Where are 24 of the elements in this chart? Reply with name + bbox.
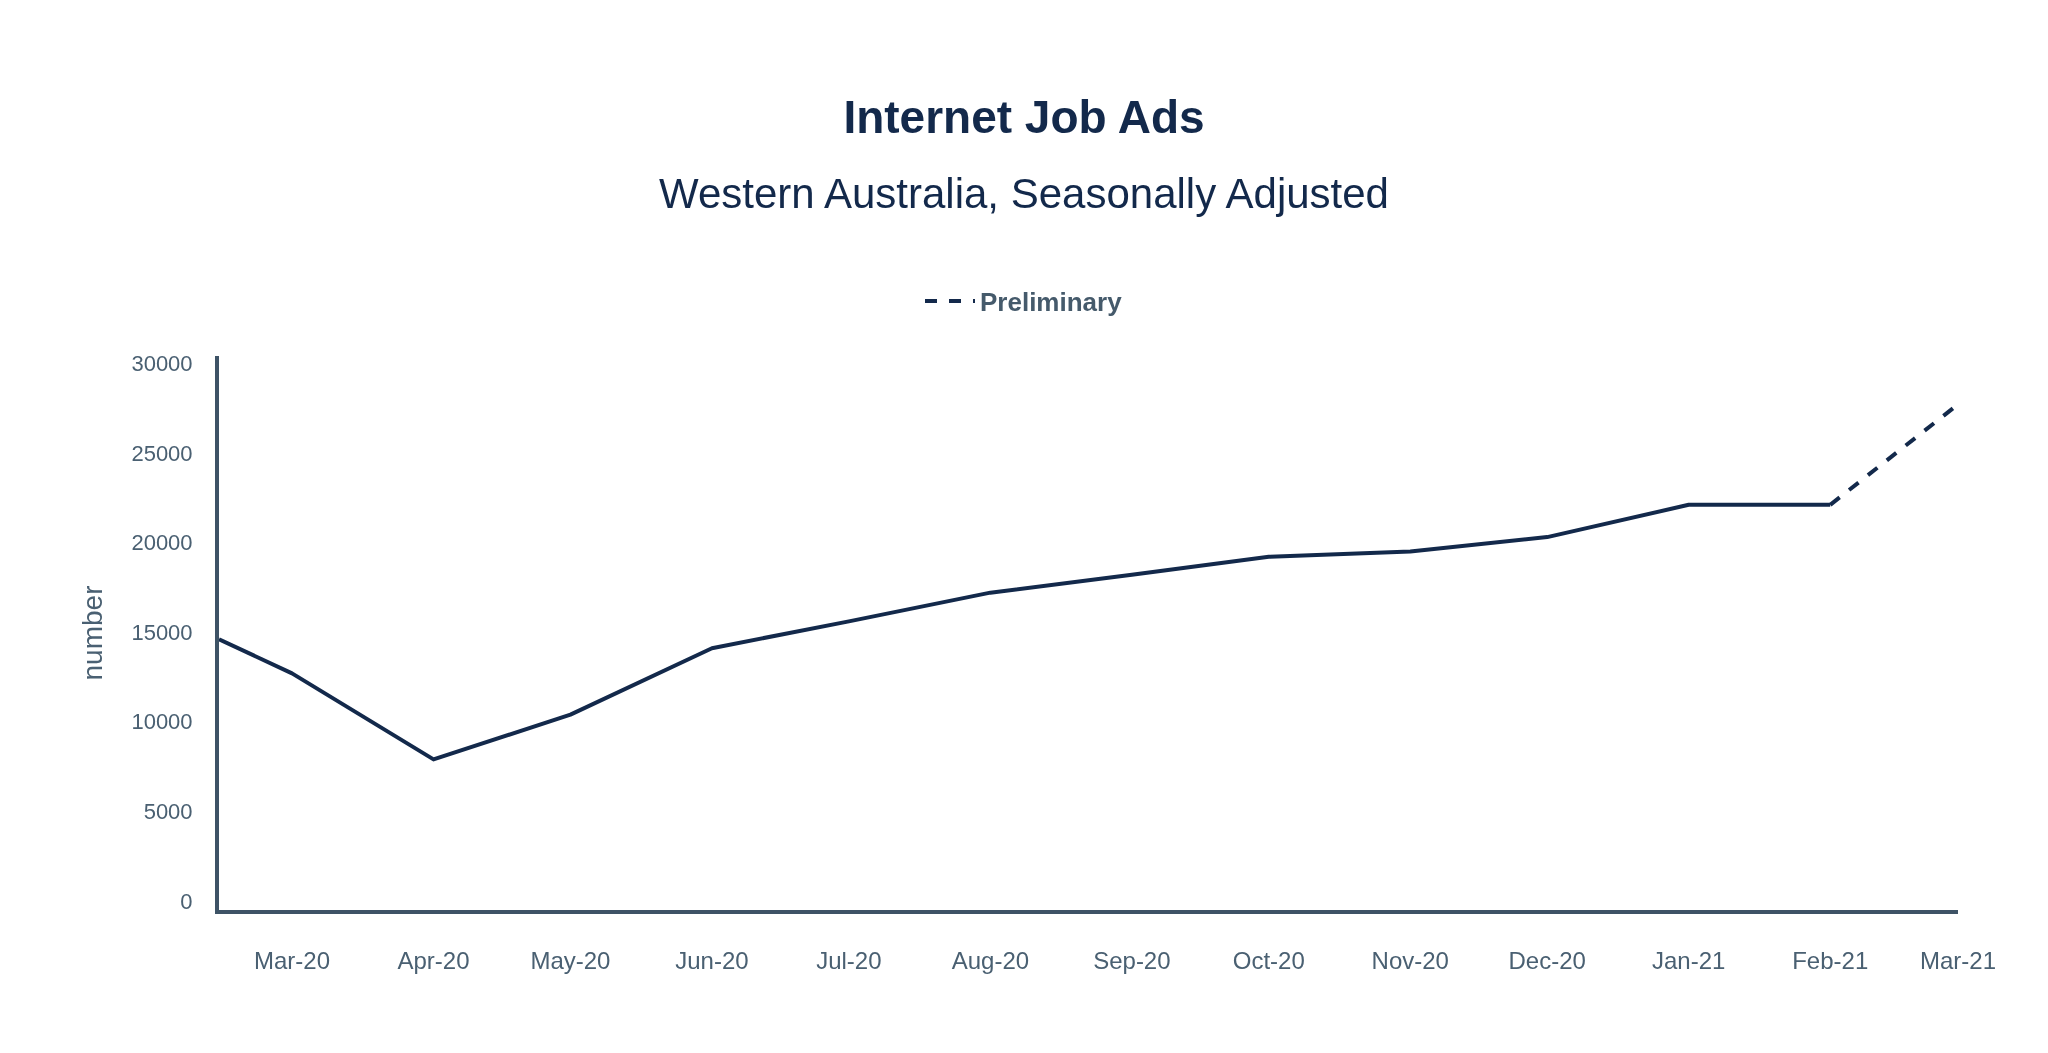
x-tick-label: Mar-21 <box>1919 946 1997 974</box>
x-tick-label: Apr-20 <box>397 946 470 974</box>
x-tick-label: May-20 <box>530 946 611 974</box>
y-tick-label: 30000 <box>131 350 193 376</box>
x-tick-label: Mar-20 <box>254 946 331 974</box>
x-tick-label: Oct-20 <box>1232 946 1305 974</box>
x-tick-label: Dec-20 <box>1508 946 1586 974</box>
y-tick-label: 20000 <box>131 530 193 556</box>
chart-subtitle: Western Australia, Seasonally Adjusted <box>659 170 1389 217</box>
x-tick-label: Sep-20 <box>1093 946 1171 974</box>
x-tick-label: Jun-20 <box>675 946 749 974</box>
chart-title: Internet Job Ads <box>843 91 1205 144</box>
x-tick-label: Aug-20 <box>951 946 1030 974</box>
x-tick-label: Jan-21 <box>1652 946 1726 974</box>
y-tick-label: 5000 <box>143 799 193 825</box>
y-tick-label: 25000 <box>131 440 193 466</box>
y-tick-label: 0 <box>180 888 193 914</box>
y-axis-title: number <box>76 585 108 681</box>
legend-label: Preliminary <box>980 287 1123 318</box>
x-tick-label: Jul-20 <box>816 946 882 974</box>
x-tick-label: Feb-21 <box>1792 946 1869 974</box>
y-tick-label: 15000 <box>131 619 193 645</box>
x-tick-label: Nov-20 <box>1371 946 1449 974</box>
y-tick-label: 10000 <box>131 709 193 735</box>
